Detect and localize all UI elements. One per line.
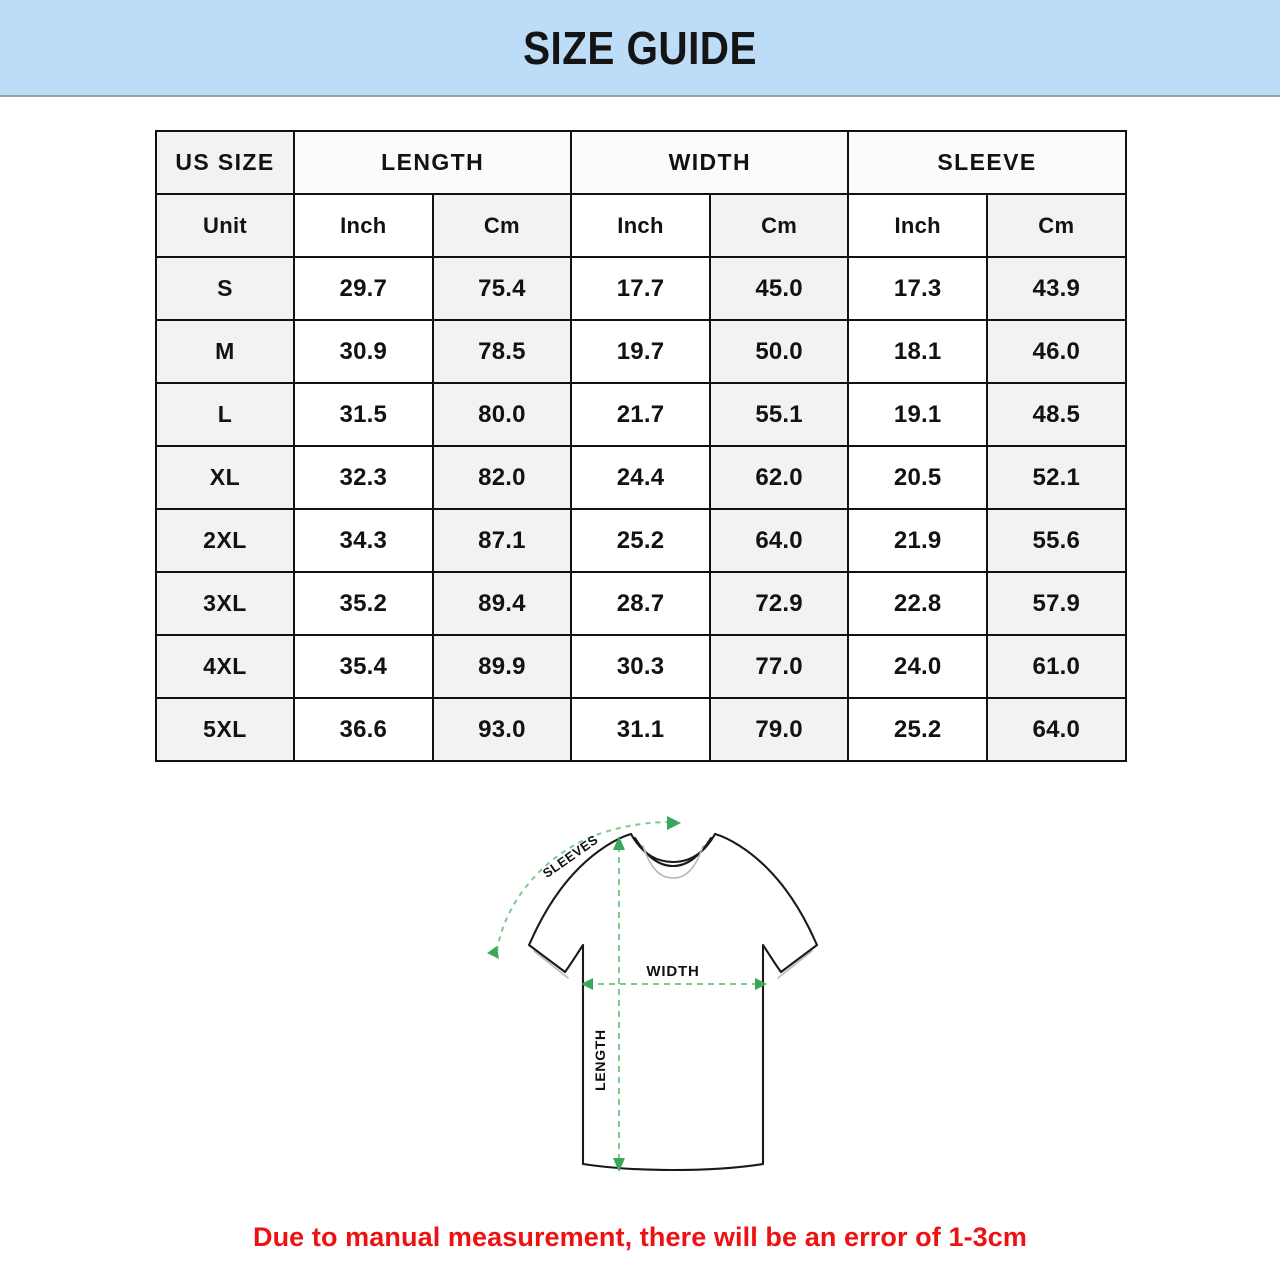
cell-width-cm: 50.0 — [708, 319, 850, 384]
column-header-length: LENGTH — [292, 130, 573, 195]
cell-length-inch: 31.5 — [293, 382, 434, 447]
cell-length-cm: 75.4 — [431, 256, 573, 321]
cell-sleeve-cm: 48.5 — [985, 382, 1127, 447]
column-header-width: WIDTH — [570, 130, 850, 195]
table-unit-header-row: Unit Inch Cm Inch Cm Inch Cm — [155, 193, 1127, 258]
cell-length-cm: 78.5 — [431, 319, 573, 384]
table-row: XL 32.3 82.0 24.4 62.0 20.5 52.1 — [155, 445, 1127, 510]
cell-length-inch: 32.3 — [293, 445, 434, 510]
cell-sleeve-cm: 55.6 — [985, 508, 1127, 573]
cell-sleeve-inch: 18.1 — [847, 319, 988, 384]
length-arrow-bottom — [613, 1158, 625, 1172]
cell-length-inch: 35.4 — [293, 634, 434, 699]
cell-size: 5XL — [155, 697, 295, 762]
tshirt-inner-lines — [533, 845, 813, 979]
width-arrow-left — [581, 978, 593, 990]
length-arrow-top — [613, 836, 625, 850]
cell-length-inch: 29.7 — [293, 256, 434, 321]
cell-width-inch: 31.1 — [570, 697, 711, 762]
unit-header-width-cm: Cm — [708, 193, 850, 258]
cell-width-inch: 19.7 — [570, 319, 711, 384]
unit-header-length-cm: Cm — [431, 193, 573, 258]
cell-size: 4XL — [155, 634, 295, 699]
cell-size: L — [155, 382, 295, 447]
cell-width-inch: 21.7 — [570, 382, 711, 447]
table-row: M 30.9 78.5 19.7 50.0 18.1 46.0 — [155, 319, 1127, 384]
sleeves-guide — [496, 821, 672, 952]
column-header-us-size: US SIZE — [155, 130, 295, 195]
cell-width-cm: 55.1 — [708, 382, 850, 447]
cell-width-cm: 72.9 — [708, 571, 850, 636]
table-row: 3XL 35.2 89.4 28.7 72.9 22.8 57.9 — [155, 571, 1127, 636]
width-arrow-right — [755, 978, 767, 990]
cell-sleeve-inch: 21.9 — [847, 508, 988, 573]
unit-header-unit: Unit — [155, 193, 295, 258]
cell-length-inch: 30.9 — [293, 319, 434, 384]
unit-header-sleeve-inch: Inch — [847, 193, 988, 258]
cell-sleeve-cm: 46.0 — [985, 319, 1127, 384]
cell-width-inch: 24.4 — [570, 445, 711, 510]
length-label: LENGTH — [592, 1029, 608, 1091]
cell-length-cm: 89.4 — [431, 571, 573, 636]
size-table-container: US SIZE LENGTH WIDTH SLEEVE Unit Inch Cm… — [155, 130, 1127, 762]
cell-width-cm: 79.0 — [708, 697, 850, 762]
unit-header-length-inch: Inch — [293, 193, 434, 258]
cell-width-inch: 17.7 — [570, 256, 711, 321]
cell-size: S — [155, 256, 295, 321]
unit-header-width-inch: Inch — [570, 193, 711, 258]
table-row: L 31.5 80.0 21.7 55.1 19.1 48.5 — [155, 382, 1127, 447]
width-label: WIDTH — [646, 963, 699, 980]
cell-width-cm: 64.0 — [708, 508, 850, 573]
tshirt-diagram: SLEEVES WIDTH LENGTH — [455, 812, 885, 1192]
cell-sleeve-inch: 19.1 — [847, 382, 988, 447]
size-chart-table: US SIZE LENGTH WIDTH SLEEVE Unit Inch Cm… — [155, 130, 1127, 762]
cell-size: 3XL — [155, 571, 295, 636]
column-header-sleeve: SLEEVE — [847, 130, 1127, 195]
sleeves-arrow-end — [667, 816, 681, 830]
page-title: SIZE GUIDE — [523, 21, 757, 74]
size-table-body: S 29.7 75.4 17.7 45.0 17.3 43.9 M 30.9 78.5 19.7 50… — [155, 256, 1127, 762]
cell-sleeve-cm: 43.9 — [985, 256, 1127, 321]
cell-sleeve-cm: 52.1 — [985, 445, 1127, 510]
table-row: 4XL 35.4 89.9 30.3 77.0 24.0 61.0 — [155, 634, 1127, 699]
cell-length-inch: 35.2 — [293, 571, 434, 636]
sleeves-arrow-start — [487, 946, 499, 959]
header-band: SIZE GUIDE — [0, 0, 1280, 97]
table-row: 5XL 36.6 93.0 31.1 79.0 25.2 64.0 — [155, 697, 1127, 762]
cell-width-cm: 77.0 — [708, 634, 850, 699]
cell-width-cm: 62.0 — [708, 445, 850, 510]
cell-width-inch: 30.3 — [570, 634, 711, 699]
tshirt-outline — [527, 832, 819, 1172]
cell-sleeve-cm: 61.0 — [985, 634, 1127, 699]
cell-length-cm: 80.0 — [431, 382, 573, 447]
cell-sleeve-inch: 17.3 — [847, 256, 988, 321]
measurement-disclaimer: Due to manual measurement, there will be… — [252, 1222, 1028, 1252]
table-row: 2XL 34.3 87.1 25.2 64.0 21.9 55.6 — [155, 508, 1127, 573]
cell-sleeve-cm: 57.9 — [985, 571, 1127, 636]
cell-sleeve-inch: 25.2 — [847, 697, 988, 762]
table-group-header-row: US SIZE LENGTH WIDTH SLEEVE — [155, 130, 1127, 195]
cell-length-cm: 89.9 — [431, 634, 573, 699]
unit-header-sleeve-cm: Cm — [985, 193, 1127, 258]
cell-sleeve-inch: 24.0 — [847, 634, 988, 699]
cell-size: M — [155, 319, 295, 384]
cell-width-inch: 25.2 — [570, 508, 711, 573]
cell-length-cm: 93.0 — [431, 697, 573, 762]
cell-size: 2XL — [155, 508, 295, 573]
cell-sleeve-inch: 22.8 — [847, 571, 988, 636]
cell-size: XL — [155, 445, 295, 510]
table-row: S 29.7 75.4 17.7 45.0 17.3 43.9 — [155, 256, 1127, 321]
cell-length-cm: 82.0 — [431, 445, 573, 510]
cell-length-inch: 34.3 — [293, 508, 434, 573]
cell-sleeve-cm: 64.0 — [985, 697, 1127, 762]
cell-sleeve-inch: 20.5 — [847, 445, 988, 510]
cell-width-cm: 45.0 — [708, 256, 850, 321]
cell-length-cm: 87.1 — [431, 508, 573, 573]
cell-length-inch: 36.6 — [293, 697, 434, 762]
cell-width-inch: 28.7 — [570, 571, 711, 636]
